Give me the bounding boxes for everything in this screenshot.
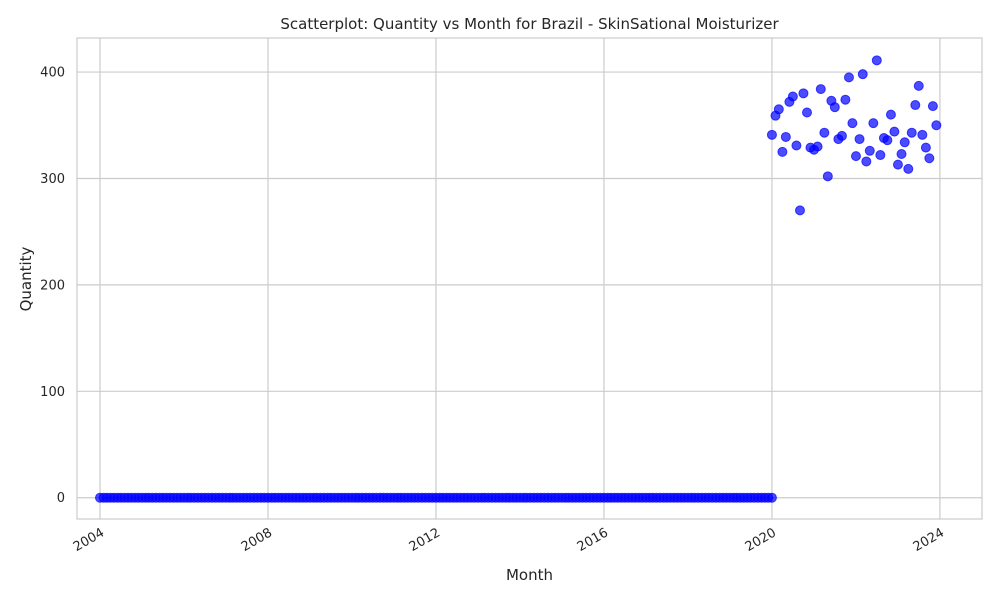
y-tick-label: 300 bbox=[40, 172, 65, 187]
data-point bbox=[843, 72, 854, 83]
data-point bbox=[892, 159, 903, 170]
data-point bbox=[889, 126, 900, 137]
data-point bbox=[819, 127, 830, 138]
data-point bbox=[868, 118, 879, 129]
data-point bbox=[802, 107, 813, 118]
data-point bbox=[822, 171, 833, 182]
x-tick-label: 2016 bbox=[575, 525, 611, 555]
data-point bbox=[815, 84, 826, 95]
x-axis-label: Month bbox=[506, 566, 553, 584]
data-point bbox=[794, 205, 805, 216]
x-tick-label: 2024 bbox=[911, 525, 947, 555]
data-point bbox=[829, 102, 840, 113]
data-point bbox=[787, 91, 798, 102]
data-point bbox=[896, 148, 907, 159]
x-tick-label: 2020 bbox=[743, 525, 779, 555]
data-point bbox=[906, 127, 917, 138]
data-point bbox=[931, 120, 942, 131]
data-point bbox=[798, 88, 809, 99]
data-point bbox=[927, 101, 938, 112]
data-point bbox=[885, 109, 896, 120]
data-point bbox=[920, 142, 931, 153]
x-tick-labels: 2004 2008 2012 2016 2020 2024 bbox=[71, 525, 947, 555]
data-point bbox=[854, 134, 865, 145]
data-point bbox=[791, 140, 802, 151]
y-tick-labels: 0 100 200 300 400 bbox=[40, 66, 65, 507]
data-point bbox=[773, 104, 784, 115]
chart-title: Scatterplot: Quantity vs Month for Brazi… bbox=[280, 15, 779, 33]
data-point bbox=[910, 100, 921, 111]
data-point bbox=[766, 492, 777, 503]
data-point bbox=[812, 141, 823, 152]
x-tick-label: 2004 bbox=[71, 525, 107, 555]
points-layer bbox=[94, 55, 942, 503]
data-point bbox=[777, 146, 788, 157]
data-point bbox=[780, 131, 791, 142]
data-point bbox=[913, 80, 924, 91]
data-point bbox=[864, 145, 875, 156]
plot-frame bbox=[76, 37, 983, 520]
y-tick-label: 400 bbox=[40, 66, 65, 81]
data-point bbox=[857, 69, 868, 80]
data-point bbox=[899, 137, 910, 148]
y-tick-label: 0 bbox=[57, 491, 65, 506]
data-point bbox=[917, 129, 928, 140]
grid-layer bbox=[77, 38, 982, 519]
data-point bbox=[840, 94, 851, 105]
y-tick-label: 200 bbox=[40, 278, 65, 293]
x-tick-label: 2008 bbox=[239, 525, 275, 555]
data-point bbox=[836, 130, 847, 141]
data-point bbox=[882, 135, 893, 146]
data-point bbox=[903, 163, 914, 174]
data-point bbox=[847, 118, 858, 129]
y-axis-label: Quantity bbox=[17, 246, 35, 311]
data-point bbox=[861, 156, 872, 167]
data-point bbox=[850, 151, 861, 162]
data-point bbox=[766, 129, 777, 140]
data-point bbox=[924, 153, 935, 164]
x-tick-label: 2012 bbox=[407, 525, 443, 555]
y-tick-label: 100 bbox=[40, 385, 65, 400]
data-point bbox=[871, 55, 882, 66]
data-point bbox=[875, 150, 886, 161]
